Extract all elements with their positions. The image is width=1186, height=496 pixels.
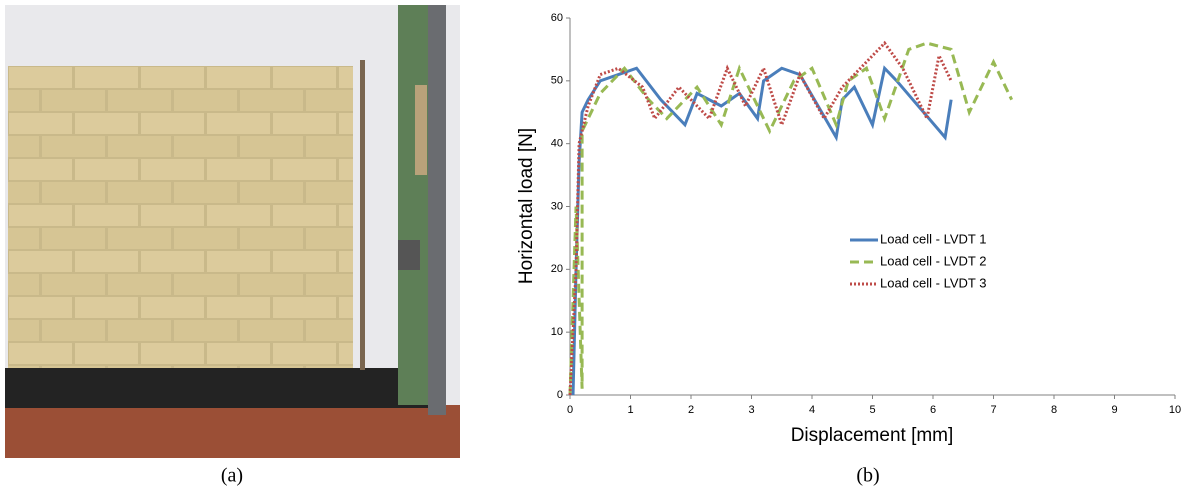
legend-label: Load cell - LVDT 3 xyxy=(880,275,986,290)
legend-label: Load cell - LVDT 2 xyxy=(880,253,986,268)
x-tick-label: 3 xyxy=(748,404,754,416)
legend-label: Load cell - LVDT 1 xyxy=(880,231,986,246)
photo xyxy=(5,5,460,458)
x-tick-label: 6 xyxy=(930,404,936,416)
x-tick-label: 1 xyxy=(627,404,633,416)
x-tick-label: 4 xyxy=(809,404,815,416)
caption: (b) xyxy=(856,465,879,487)
x-tick-label: 9 xyxy=(1111,404,1117,416)
y-tick-label: 0 xyxy=(557,389,563,401)
x-tick-label: 8 xyxy=(1051,404,1057,416)
y-tick-label: 50 xyxy=(551,75,563,87)
y-tick-label: 20 xyxy=(551,263,563,275)
y-tick-label: 30 xyxy=(551,200,563,212)
y-tick-label: 10 xyxy=(551,326,563,338)
x-axis-title: Displacement [mm] xyxy=(791,425,954,446)
caption: (a) xyxy=(221,465,243,487)
series-line xyxy=(568,40,953,396)
x-tick-label: 0 xyxy=(567,404,573,416)
y-tick-label: 60 xyxy=(551,12,563,24)
x-tick-label: 10 xyxy=(1169,404,1181,416)
x-tick-label: 2 xyxy=(688,404,694,416)
y-axis-title: Horizontal load [N] xyxy=(516,128,537,284)
y-tick-label: 40 xyxy=(551,138,563,150)
series-line xyxy=(568,41,1014,396)
x-tick-label: 7 xyxy=(990,404,996,416)
x-tick-label: 5 xyxy=(869,404,875,416)
